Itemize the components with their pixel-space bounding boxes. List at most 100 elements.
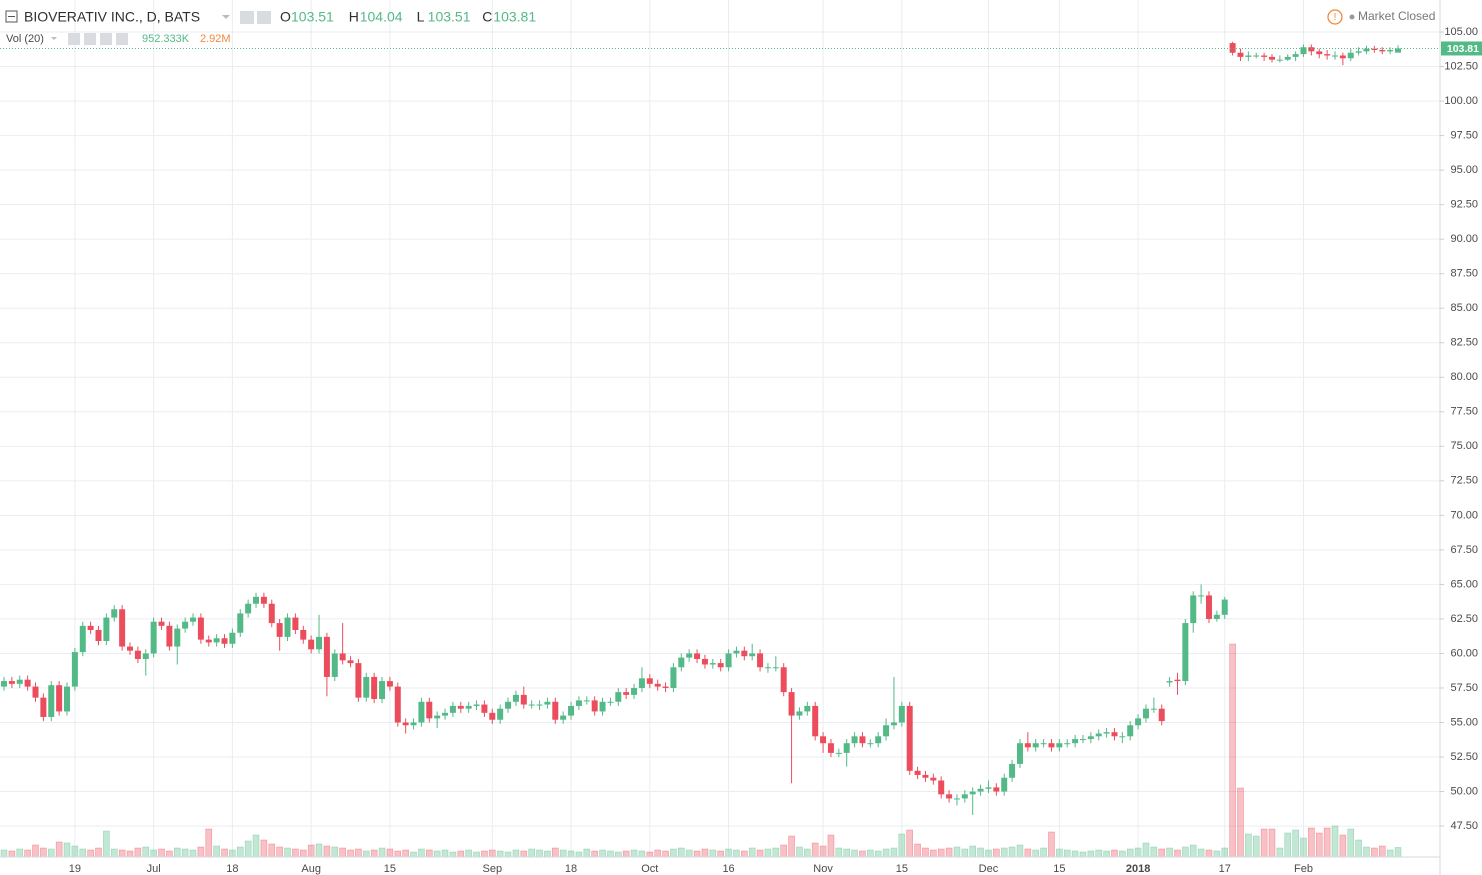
volume-bar bbox=[1292, 829, 1299, 858]
settings-icon[interactable] bbox=[257, 11, 271, 24]
status-dot bbox=[1349, 14, 1355, 20]
candle-body bbox=[111, 609, 118, 618]
volume-bar bbox=[55, 841, 63, 858]
volume-bar bbox=[158, 848, 165, 858]
volume-bar bbox=[1087, 850, 1095, 858]
volume-bar bbox=[559, 849, 567, 858]
volume-bar bbox=[229, 849, 236, 858]
volume-bar bbox=[638, 850, 646, 858]
ohlc-label: O bbox=[280, 9, 291, 25]
volume-bar bbox=[1363, 846, 1370, 858]
volume-bar bbox=[953, 846, 961, 858]
candle-body bbox=[764, 667, 771, 669]
volume-bar bbox=[591, 850, 598, 858]
candle-body bbox=[1103, 732, 1110, 734]
candle-body bbox=[292, 617, 299, 630]
remove-icon[interactable] bbox=[116, 33, 128, 45]
settings-icon[interactable] bbox=[84, 33, 96, 45]
candle-body bbox=[820, 736, 827, 744]
volume-bar bbox=[402, 849, 409, 858]
candle-body bbox=[71, 652, 78, 687]
candle-body bbox=[308, 639, 315, 650]
candle-body bbox=[1032, 743, 1039, 748]
last-price-tag bbox=[1441, 41, 1482, 56]
volume-bar bbox=[441, 849, 449, 858]
candle-body bbox=[646, 678, 653, 684]
y-tick-label: 97.50 bbox=[1450, 130, 1478, 142]
candle-body bbox=[1237, 52, 1244, 57]
volume-bar bbox=[292, 848, 299, 858]
volume-bar bbox=[788, 835, 795, 858]
volume-bar bbox=[646, 851, 654, 858]
eye-icon[interactable] bbox=[68, 33, 80, 45]
volume-bar bbox=[1300, 837, 1307, 858]
volume-bar bbox=[1174, 849, 1181, 858]
volume-bar bbox=[1166, 847, 1173, 858]
volume-bar bbox=[370, 849, 378, 858]
candle-body bbox=[670, 667, 677, 688]
volume-bar bbox=[189, 849, 197, 858]
volume-bar bbox=[685, 849, 693, 858]
volume-bar bbox=[386, 848, 394, 858]
ohlc-value: 103.81 bbox=[493, 9, 536, 25]
volume-bar bbox=[827, 834, 835, 858]
ohlc-label: H bbox=[349, 9, 359, 25]
candle-body bbox=[8, 681, 15, 684]
volume-bar bbox=[496, 850, 504, 858]
volume-bar bbox=[1095, 849, 1103, 858]
add-icon[interactable] bbox=[100, 33, 112, 45]
candle-body bbox=[623, 692, 630, 695]
volume-bar bbox=[1386, 849, 1394, 858]
candle-body bbox=[276, 623, 283, 637]
candle-body bbox=[182, 621, 189, 629]
volume-bar bbox=[930, 849, 937, 858]
candle-body bbox=[788, 692, 795, 716]
candle-body bbox=[1245, 55, 1252, 57]
candle-body bbox=[796, 711, 803, 716]
collapse-icon[interactable] bbox=[5, 10, 18, 23]
y-tick-label: 95.00 bbox=[1450, 164, 1478, 176]
volume-bar bbox=[804, 848, 811, 858]
eye-icon[interactable] bbox=[240, 11, 254, 24]
volume-pane bbox=[0, 643, 1402, 858]
dropdown-icon[interactable] bbox=[51, 37, 57, 40]
volume-bar bbox=[772, 847, 780, 858]
volume-bar bbox=[103, 830, 110, 858]
volume-bar bbox=[536, 849, 543, 858]
volume-bar bbox=[937, 848, 945, 858]
volume-bar bbox=[418, 848, 425, 858]
candle-body bbox=[1324, 54, 1331, 56]
candle-body bbox=[883, 725, 890, 737]
volume-value: 952.333K bbox=[142, 33, 190, 45]
candle-body bbox=[379, 681, 386, 700]
x-tick-label: 18 bbox=[565, 863, 577, 875]
volume-bar bbox=[898, 833, 906, 858]
volume-bar bbox=[150, 849, 157, 858]
candle-body bbox=[457, 705, 464, 709]
volume-bar bbox=[678, 847, 685, 858]
candle-body bbox=[875, 736, 882, 744]
candle-body bbox=[95, 629, 102, 642]
candle-body bbox=[497, 708, 504, 720]
volume-ma-value: 2.92M bbox=[200, 33, 231, 45]
candle-body bbox=[827, 743, 834, 753]
candle-body bbox=[1387, 49, 1394, 52]
volume-bar bbox=[0, 849, 8, 858]
candle-body bbox=[772, 667, 779, 669]
candle-body bbox=[638, 678, 645, 688]
volume-bar bbox=[851, 849, 858, 858]
y-tick-label: 105.00 bbox=[1444, 26, 1478, 38]
candle-body bbox=[1174, 679, 1181, 682]
volume-bar bbox=[504, 851, 512, 858]
candle-body bbox=[1009, 763, 1016, 778]
candle-body bbox=[355, 663, 362, 698]
volume-bar bbox=[701, 848, 709, 858]
volume-bar bbox=[1260, 828, 1268, 858]
x-tick-label: Feb bbox=[1294, 863, 1313, 875]
volume-bar bbox=[425, 849, 433, 858]
candle-body bbox=[953, 798, 960, 800]
volume-bar bbox=[811, 842, 819, 858]
volume-bar bbox=[47, 848, 55, 858]
dropdown-icon[interactable] bbox=[222, 15, 230, 19]
volume-bar bbox=[1032, 849, 1040, 858]
